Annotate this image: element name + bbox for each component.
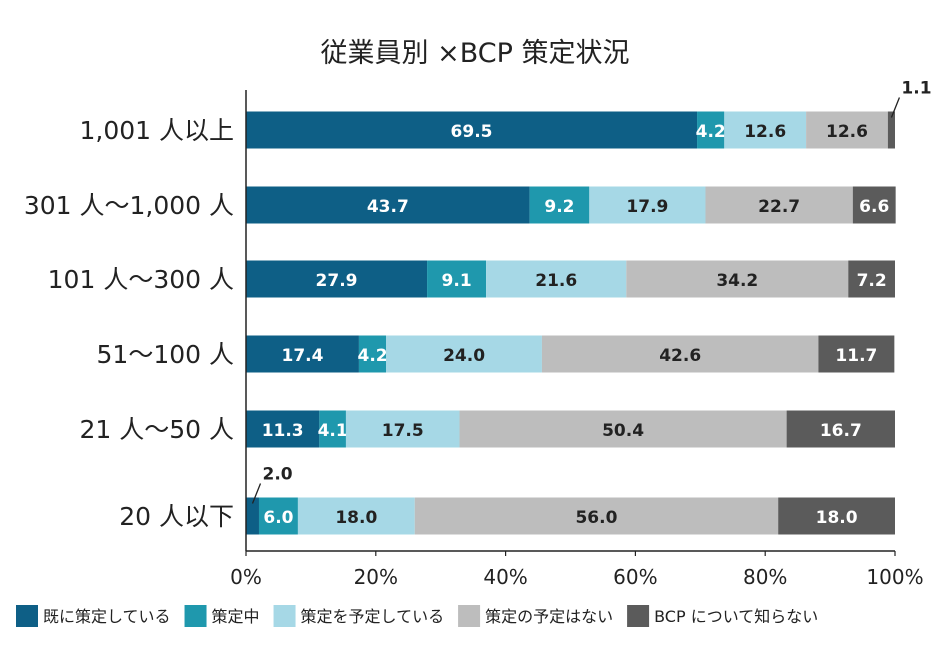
bar-segment [818,335,895,373]
legend-label: BCP について知らない [654,607,818,626]
bar-segment [386,335,542,373]
legend-swatch [273,605,296,627]
x-tick-label: 0% [230,565,262,589]
data-label: 7.2 [857,271,887,291]
data-label: 27.9 [316,271,358,291]
bar-segment [246,260,428,298]
legend-label: 策定の予定はない [485,607,613,626]
data-label: 17.5 [382,421,424,441]
category-label: 21 人〜50 人 [79,415,234,444]
data-label: 21.6 [535,271,577,291]
bars-layer: 69.5 4.2 12.6 12.6 1.1 43.7 9.2 17.9 22.7 6.6 27.9… [246,79,932,535]
data-label: 4.2 [357,346,387,366]
data-label: 18.0 [335,508,377,528]
x-tick-label: 80% [743,565,787,589]
x-tick-label: 60% [613,565,657,589]
data-label: 50.4 [602,421,644,441]
data-label: 17.4 [281,346,323,366]
legend-label: 策定中 [212,607,260,626]
bar-segment [848,260,895,298]
bar-segment [778,497,895,535]
bar-segment [806,111,888,149]
data-label: 4.2 [696,122,726,142]
legend-swatch [184,605,207,627]
legend-item: 策定の予定はない [458,605,613,627]
legend-swatch [627,605,650,627]
bar-segment [427,260,487,298]
data-label: 17.9 [626,197,668,217]
bar-segment [724,111,807,149]
legend-item: 策定中 [184,605,260,627]
data-label: 12.6 [826,122,868,142]
bar-segment [589,186,706,224]
category-label: 20 人以下 [119,502,234,531]
bar-segment [705,186,853,224]
bar-segment [319,410,346,448]
data-label: 42.6 [659,346,701,366]
data-label: 6.0 [263,508,293,528]
legend-item: 策定を予定している [273,605,445,627]
data-label: 24.0 [443,346,485,366]
x-tick-label: 40% [483,565,527,589]
bar-segment [297,497,415,535]
data-label: 56.0 [575,508,617,528]
data-label: 2.0 [262,465,292,485]
data-label: 18.0 [816,508,858,528]
category-label: 51〜100 人 [97,340,234,369]
legend-item: 既に策定している [16,605,171,627]
data-label: 11.3 [262,421,304,441]
data-label: 69.5 [451,122,493,142]
data-label: 6.6 [859,197,889,217]
bar-segment [246,186,530,224]
bar-segment [246,335,359,373]
bar-segment [414,497,779,535]
legend-label: 策定を予定している [301,607,445,626]
bar-segment [626,260,849,298]
leader-line [890,97,901,118]
leader-line [251,483,262,504]
bar-segment [486,260,627,298]
bar-segment [887,111,895,149]
legend-swatch [458,605,481,627]
category-label: 101 人〜300 人 [48,265,234,294]
data-label: 11.7 [835,346,877,366]
category-label: 301 人〜1,000 人 [24,191,234,220]
bar-segment [459,410,787,448]
bar-segment [258,497,298,535]
bar-segment [852,186,896,224]
bar-segment [246,497,259,535]
data-label: 9.2 [544,197,574,217]
bar-segment [358,335,387,373]
data-label: 9.1 [442,271,472,291]
bar-segment [697,111,725,149]
bar-segment [345,410,460,448]
chart-title: 従業員別 ×BCP 策定状況 [321,38,630,69]
bar-segment [529,186,590,224]
data-label: 12.6 [744,122,786,142]
bar-segment [541,335,819,373]
legend-item: BCP について知らない [627,605,818,627]
x-tick-label: 100% [866,565,923,589]
legend: 既に策定している 策定中 策定を予定している 策定の予定はない BCP について知らない [16,605,818,627]
data-label: 22.7 [758,197,800,217]
data-label: 16.7 [820,421,862,441]
data-label: 1.1 [901,79,931,99]
bar-segment [786,410,895,448]
data-label: 34.2 [716,271,758,291]
legend-swatch [16,605,38,627]
x-tick-label: 20% [354,565,398,589]
bar-segment [246,111,698,149]
category-label: 1,001 人以上 [79,116,234,145]
legend-label: 既に策定している [43,607,171,626]
bar-segment [246,410,320,448]
data-label: 4.1 [318,421,348,441]
axis-layer: 1,001 人以上 301 人〜1,000 人 101 人〜300 人 51〜100 … [24,90,924,589]
data-label: 43.7 [367,197,409,217]
